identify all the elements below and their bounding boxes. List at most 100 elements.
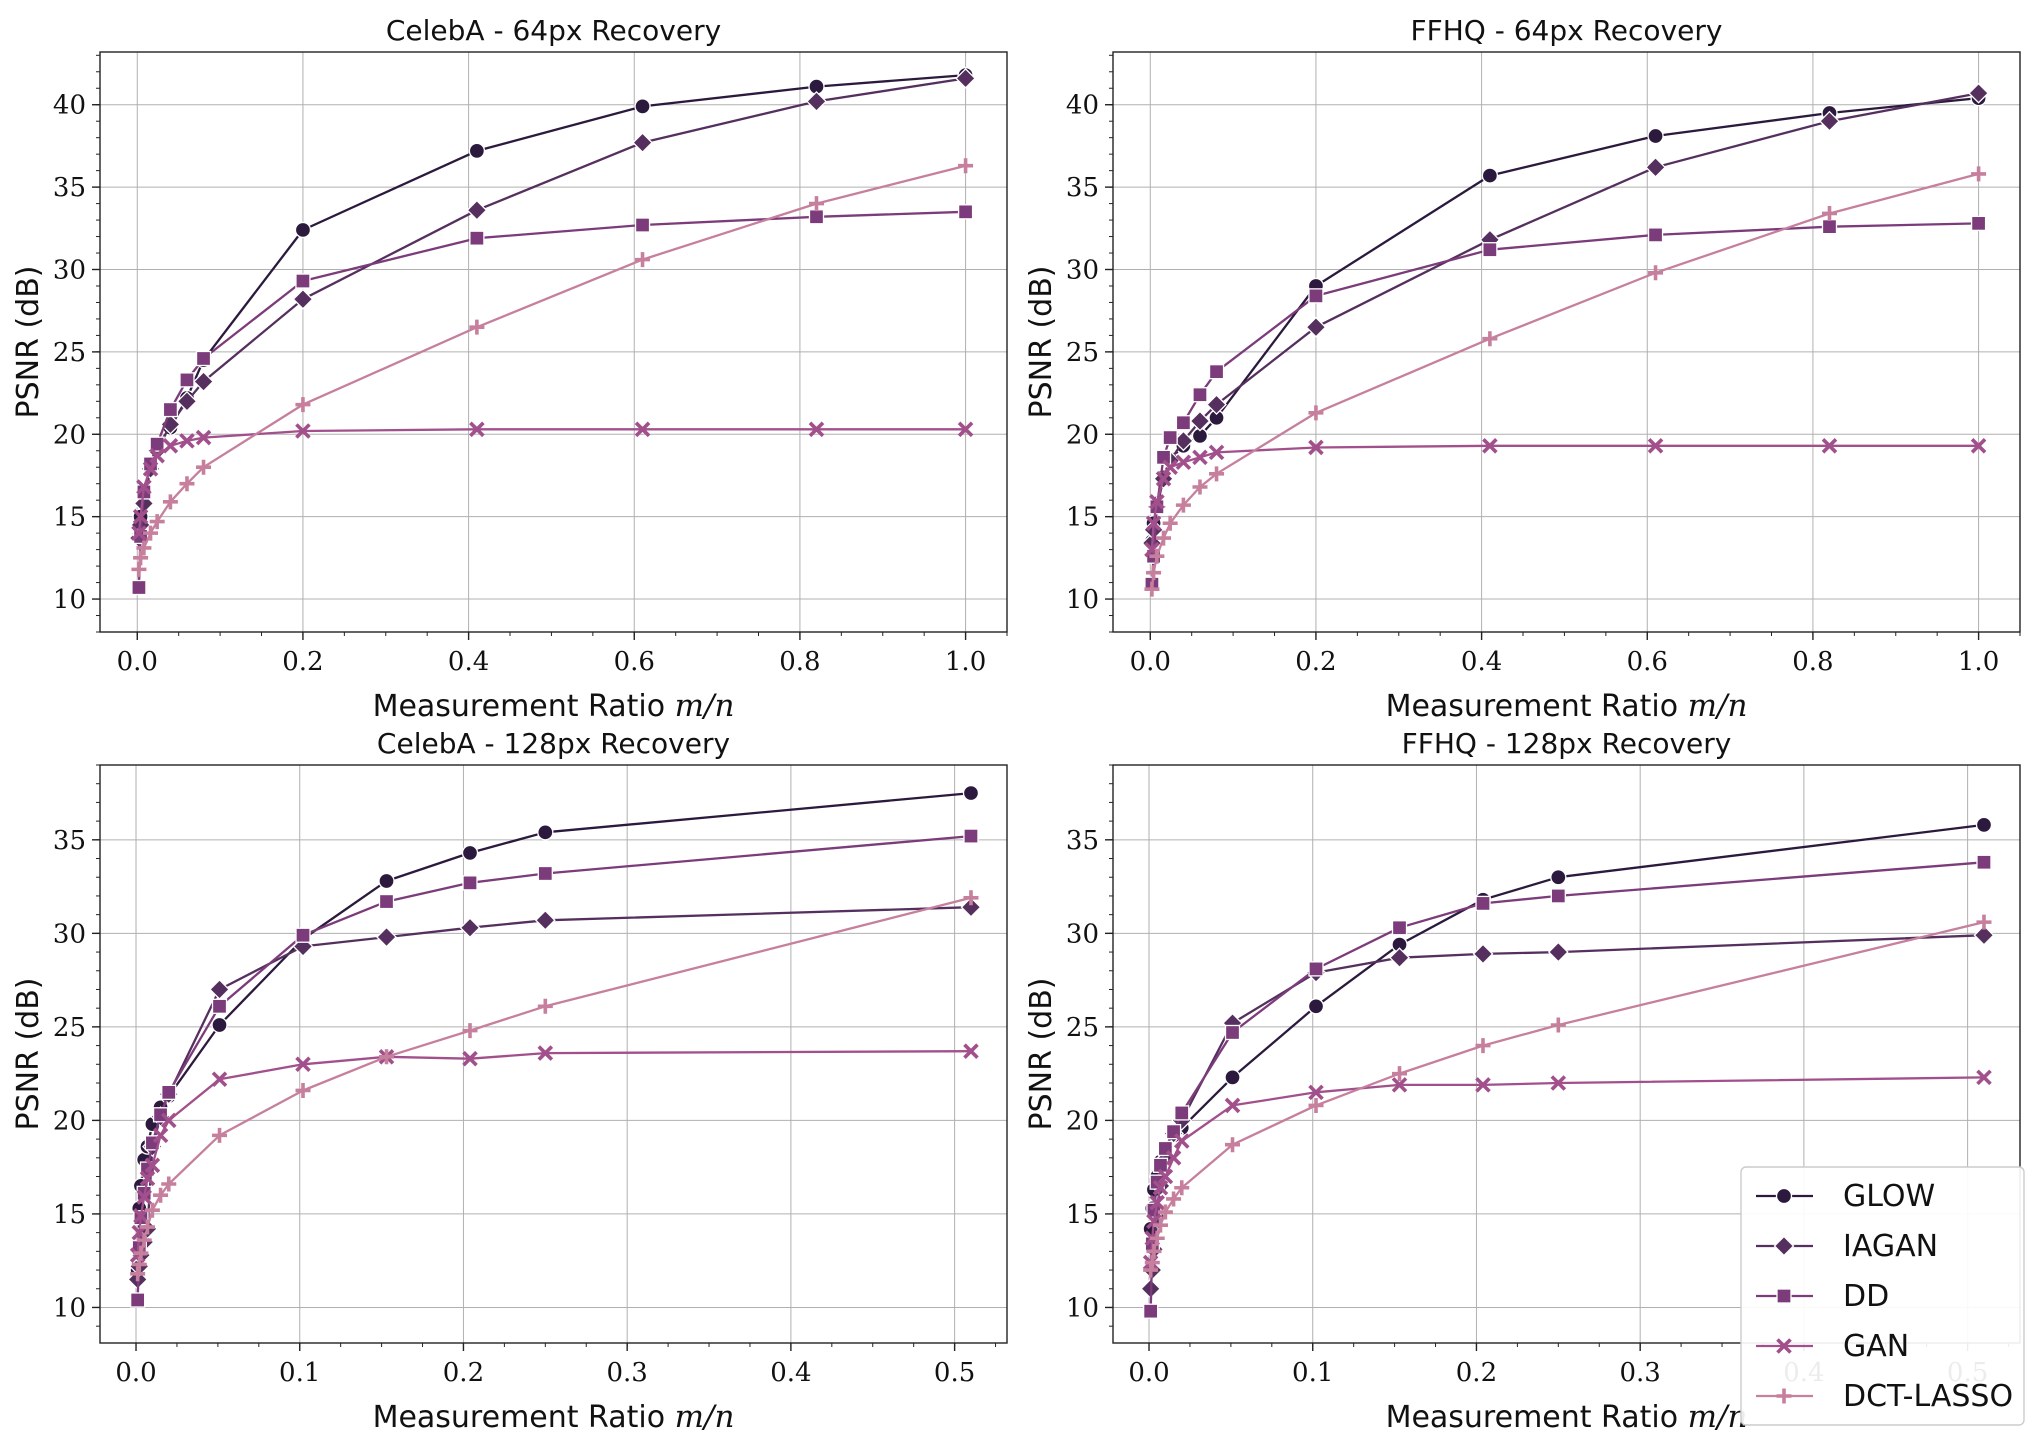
data-point xyxy=(1146,565,1162,581)
chart-panel-1: 0.0 0.2 0.4 0.6 0.8 1.0 10 15 20 25 30 35 40 CelebA -… xyxy=(11,14,1008,724)
x-axis-label-space xyxy=(665,689,675,724)
data-point xyxy=(1146,1243,1162,1259)
y-tick-label: 20 xyxy=(1066,1106,1099,1136)
chart-panel-2: 0.0 0.2 0.4 0.6 0.8 1.0 10 15 20 25 30 35 40 FFHQ - 6… xyxy=(1024,14,2021,724)
x-tick-label: 0.2 xyxy=(443,1358,484,1388)
legend-label: DCT-LASSO xyxy=(1843,1379,2013,1414)
y-axis-label: PSNR (dB) xyxy=(11,978,46,1131)
x-tick-label: 0.5 xyxy=(934,1358,975,1388)
y-tick-label: 40 xyxy=(1066,91,1099,121)
y-tick-label: 20 xyxy=(1066,420,1099,450)
series-line xyxy=(136,1050,972,1256)
legend-marker xyxy=(1776,1388,1792,1404)
gridlines xyxy=(100,765,1007,1343)
x-axis-label-math: m/n xyxy=(675,688,735,724)
x-tick-label: 0.1 xyxy=(279,1358,320,1388)
x-tick-label: 1.0 xyxy=(1958,647,1999,677)
data-point xyxy=(537,865,553,882)
data-point xyxy=(1308,439,1324,456)
data-point xyxy=(960,896,982,918)
series-dct-lasso xyxy=(131,158,974,577)
data-point xyxy=(136,1232,152,1248)
data-point xyxy=(136,479,152,495)
y-tick-label: 35 xyxy=(53,826,86,856)
data-point xyxy=(1475,1077,1491,1093)
y-tick-label: 25 xyxy=(1066,1013,1099,1043)
data-point xyxy=(806,91,827,112)
data-point xyxy=(462,1023,478,1039)
data-point xyxy=(955,67,977,89)
y-tick-label: 10 xyxy=(1066,585,1099,615)
data-point xyxy=(131,525,147,541)
y-tick-label: 25 xyxy=(1066,338,1099,368)
data-point xyxy=(130,1292,146,1308)
data-point xyxy=(1155,449,1172,465)
x-tick-label: 0.3 xyxy=(1619,1358,1660,1388)
data-point xyxy=(1192,387,1208,403)
gridlines xyxy=(1113,52,2020,632)
chart-title: FFHQ - 128px Recovery xyxy=(1402,727,1732,760)
data-point xyxy=(176,390,198,412)
data-point xyxy=(808,421,825,438)
data-point xyxy=(292,288,314,310)
legend-marker xyxy=(1775,1187,1793,1205)
data-point xyxy=(144,1157,161,1174)
y-axis-label: PSNR (dB) xyxy=(11,266,46,419)
data-point xyxy=(149,436,165,452)
data-point xyxy=(1391,1077,1408,1093)
data-point xyxy=(958,158,974,174)
data-point xyxy=(1308,405,1324,421)
data-point xyxy=(957,421,974,438)
data-point xyxy=(1976,914,1992,930)
x-axis-label: Measurement Ratio m/n xyxy=(1386,1399,1748,1435)
data-point xyxy=(1971,166,1987,182)
chart-panel-3: 0.0 0.1 0.2 0.3 0.4 0.5 10 15 20 25 30 35 CelebA - 1… xyxy=(11,727,1008,1435)
data-point xyxy=(1208,364,1225,380)
x-tick-label: 1.0 xyxy=(945,647,986,677)
data-point xyxy=(1975,816,1993,834)
series-gan xyxy=(1144,438,1987,558)
data-point xyxy=(379,1049,395,1065)
data-point xyxy=(1550,1017,1566,1033)
legend-label: DD xyxy=(1843,1279,1889,1314)
data-point xyxy=(1192,449,1208,466)
data-point xyxy=(295,423,311,439)
data-point xyxy=(459,917,481,939)
data-point xyxy=(1149,494,1165,510)
x-tick-label: 0.3 xyxy=(606,1358,647,1388)
data-point xyxy=(466,199,488,221)
x-tick-label: 0.0 xyxy=(1128,1358,1169,1388)
data-point xyxy=(1206,394,1227,416)
x-axis-label-text: Measurement Ratio xyxy=(1386,1400,1679,1435)
y-tick-label: 10 xyxy=(53,1293,86,1323)
data-point xyxy=(963,1043,979,1059)
data-point xyxy=(468,142,486,160)
data-point xyxy=(160,1112,177,1129)
x-tick-label: 0.2 xyxy=(1295,647,1336,677)
legend-entry-gan: GAN xyxy=(1756,1329,1909,1364)
data-point xyxy=(634,217,651,233)
data-point xyxy=(1224,1097,1241,1114)
data-point xyxy=(376,926,397,948)
legend-entry-dct-lasso: DCT-LASSO xyxy=(1756,1379,2013,1414)
data-point xyxy=(1819,110,1840,132)
data-point xyxy=(139,1219,155,1235)
data-point xyxy=(211,998,228,1014)
data-point xyxy=(1224,1069,1241,1086)
x-tick-label: 0.2 xyxy=(282,647,323,677)
chart-title: FFHQ - 64px Recovery xyxy=(1411,14,1723,47)
data-point xyxy=(534,909,556,931)
series-dct-lasso xyxy=(1144,166,1987,597)
data-point xyxy=(378,872,395,890)
data-point xyxy=(161,1176,177,1192)
legend: GLOW IAGAN DD GAN DCT-LASSO xyxy=(1740,1166,2025,1426)
axes-frame xyxy=(99,51,1008,633)
data-point xyxy=(1175,497,1191,513)
chart-title: CelebA - 64px Recovery xyxy=(386,14,721,47)
data-point xyxy=(1482,438,1498,454)
y-tick-label: 15 xyxy=(53,1200,86,1230)
y-tick-label: 10 xyxy=(53,585,86,615)
data-point xyxy=(469,230,485,246)
data-point xyxy=(1209,466,1225,482)
x-axis-label: Measurement Ratio m/n xyxy=(373,688,735,724)
